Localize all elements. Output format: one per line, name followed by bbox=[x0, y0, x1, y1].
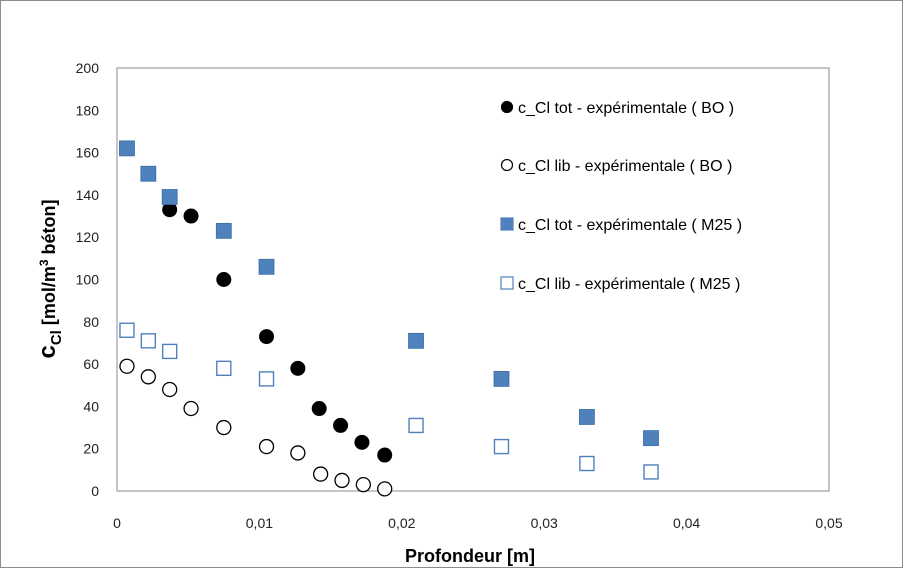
y-tick-label: 100 bbox=[76, 272, 100, 288]
data-point bbox=[140, 165, 157, 182]
y-tick-label: 60 bbox=[83, 356, 99, 372]
legend-label: c_Cl tot - expérimentale ( BO ) bbox=[518, 100, 734, 117]
legend: c_Cl tot - expérimentale ( BO ) c_Cl lib … bbox=[500, 100, 742, 293]
y-tick-label: 180 bbox=[76, 102, 100, 118]
legend-entry: c_Cl tot - expérimentale ( BO ) bbox=[500, 100, 734, 117]
series-1 bbox=[162, 202, 393, 463]
legend-label: c_Cl tot - expérimentale ( M25 ) bbox=[518, 217, 742, 234]
x-tick-label: 0,04 bbox=[673, 515, 700, 531]
data-point bbox=[216, 419, 232, 436]
data-point bbox=[579, 455, 595, 472]
data-point bbox=[377, 481, 393, 497]
legend-marker bbox=[500, 158, 514, 172]
data-point bbox=[119, 358, 135, 374]
data-point bbox=[161, 343, 178, 360]
data-point bbox=[312, 466, 329, 482]
data-point bbox=[183, 208, 199, 224]
y-axis-unit-prefix: [mol/m bbox=[39, 266, 59, 325]
legend-entry: c_Cl tot - expérimentale ( M25 ) bbox=[500, 217, 742, 234]
data-point bbox=[311, 401, 327, 417]
y-axis-unit-sup: 3 bbox=[37, 259, 51, 266]
data-point bbox=[643, 464, 659, 480]
plot-area-border bbox=[116, 67, 830, 492]
x-axis-ticks: 0 0,01 0,02 0,03 0,04 0,05 bbox=[113, 515, 843, 531]
y-tick-label: 40 bbox=[83, 398, 99, 414]
y-tick-label: 120 bbox=[76, 229, 100, 245]
legend-entry: c_Cl lib - expérimentale ( BO ) bbox=[500, 158, 732, 175]
data-point bbox=[408, 332, 424, 349]
data-point bbox=[215, 222, 232, 239]
data-point bbox=[408, 417, 424, 434]
legend-marker bbox=[500, 217, 514, 231]
data-point bbox=[258, 371, 275, 387]
x-tick-label: 0,03 bbox=[531, 515, 558, 531]
data-point bbox=[643, 430, 659, 447]
data-point bbox=[579, 409, 595, 425]
x-tick-label: 0,01 bbox=[246, 515, 273, 531]
data-point bbox=[290, 445, 306, 461]
y-tick-label: 80 bbox=[83, 314, 99, 330]
data-point bbox=[493, 371, 510, 387]
data-point bbox=[161, 189, 178, 205]
x-tick-label: 0,02 bbox=[388, 515, 415, 531]
data-point bbox=[140, 369, 156, 385]
series-4 bbox=[119, 322, 659, 480]
data-point bbox=[119, 322, 135, 338]
y-tick-label: 200 bbox=[76, 60, 100, 76]
x-axis-title: Profondeur [m] bbox=[405, 546, 535, 566]
y-axis-symbol: c bbox=[34, 345, 61, 358]
y-tick-label: 20 bbox=[83, 441, 99, 457]
data-point bbox=[355, 477, 372, 493]
data-point bbox=[258, 438, 275, 455]
y-axis-unit-suffix: béton] bbox=[39, 199, 59, 259]
data-point bbox=[216, 272, 232, 287]
series-3 bbox=[119, 140, 659, 447]
data-point bbox=[334, 472, 350, 489]
y-axis-title: cCl [mol/m3 béton] bbox=[34, 199, 65, 358]
legend-marker bbox=[500, 276, 514, 290]
data-point bbox=[162, 381, 178, 398]
data-point bbox=[333, 417, 349, 433]
data-point bbox=[119, 140, 135, 157]
legend-entry: c_Cl lib - expérimentale ( M25 ) bbox=[500, 276, 740, 293]
legend-marker bbox=[500, 100, 514, 114]
data-point bbox=[216, 360, 232, 377]
y-tick-label: 140 bbox=[76, 187, 100, 203]
x-tick-label: 0 bbox=[113, 515, 121, 531]
data-point bbox=[183, 400, 199, 417]
y-tick-label: 0 bbox=[91, 483, 99, 499]
x-tick-label: 0,05 bbox=[815, 515, 842, 531]
data-point bbox=[290, 360, 306, 376]
series-2 bbox=[119, 358, 393, 497]
data-point bbox=[258, 258, 275, 275]
y-axis-subscript: Cl bbox=[48, 330, 65, 345]
data-point bbox=[259, 329, 275, 345]
legend-label: c_Cl lib - expérimentale ( BO ) bbox=[518, 158, 732, 175]
y-axis-ticks: 0 20 40 60 80 100 120 140 160 180 200 bbox=[76, 60, 100, 499]
y-tick-label: 160 bbox=[76, 145, 100, 161]
data-point bbox=[377, 447, 393, 463]
data-points bbox=[119, 140, 659, 497]
data-point bbox=[140, 333, 157, 349]
data-point bbox=[354, 434, 370, 450]
data-point bbox=[493, 438, 510, 455]
legend-label: c_Cl lib - expérimentale ( M25 ) bbox=[518, 276, 740, 293]
